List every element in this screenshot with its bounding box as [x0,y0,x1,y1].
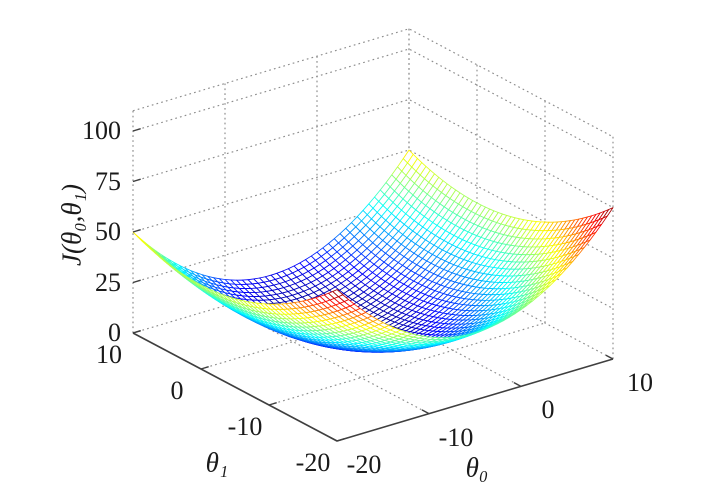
cost-surface-figure: J(θ₀,θ₁) θ₀ θ₁ 0 25 50 75 100 10 0 -10 -20 -20 -10… [0,0,712,501]
surface-plot-canvas [0,0,712,501]
